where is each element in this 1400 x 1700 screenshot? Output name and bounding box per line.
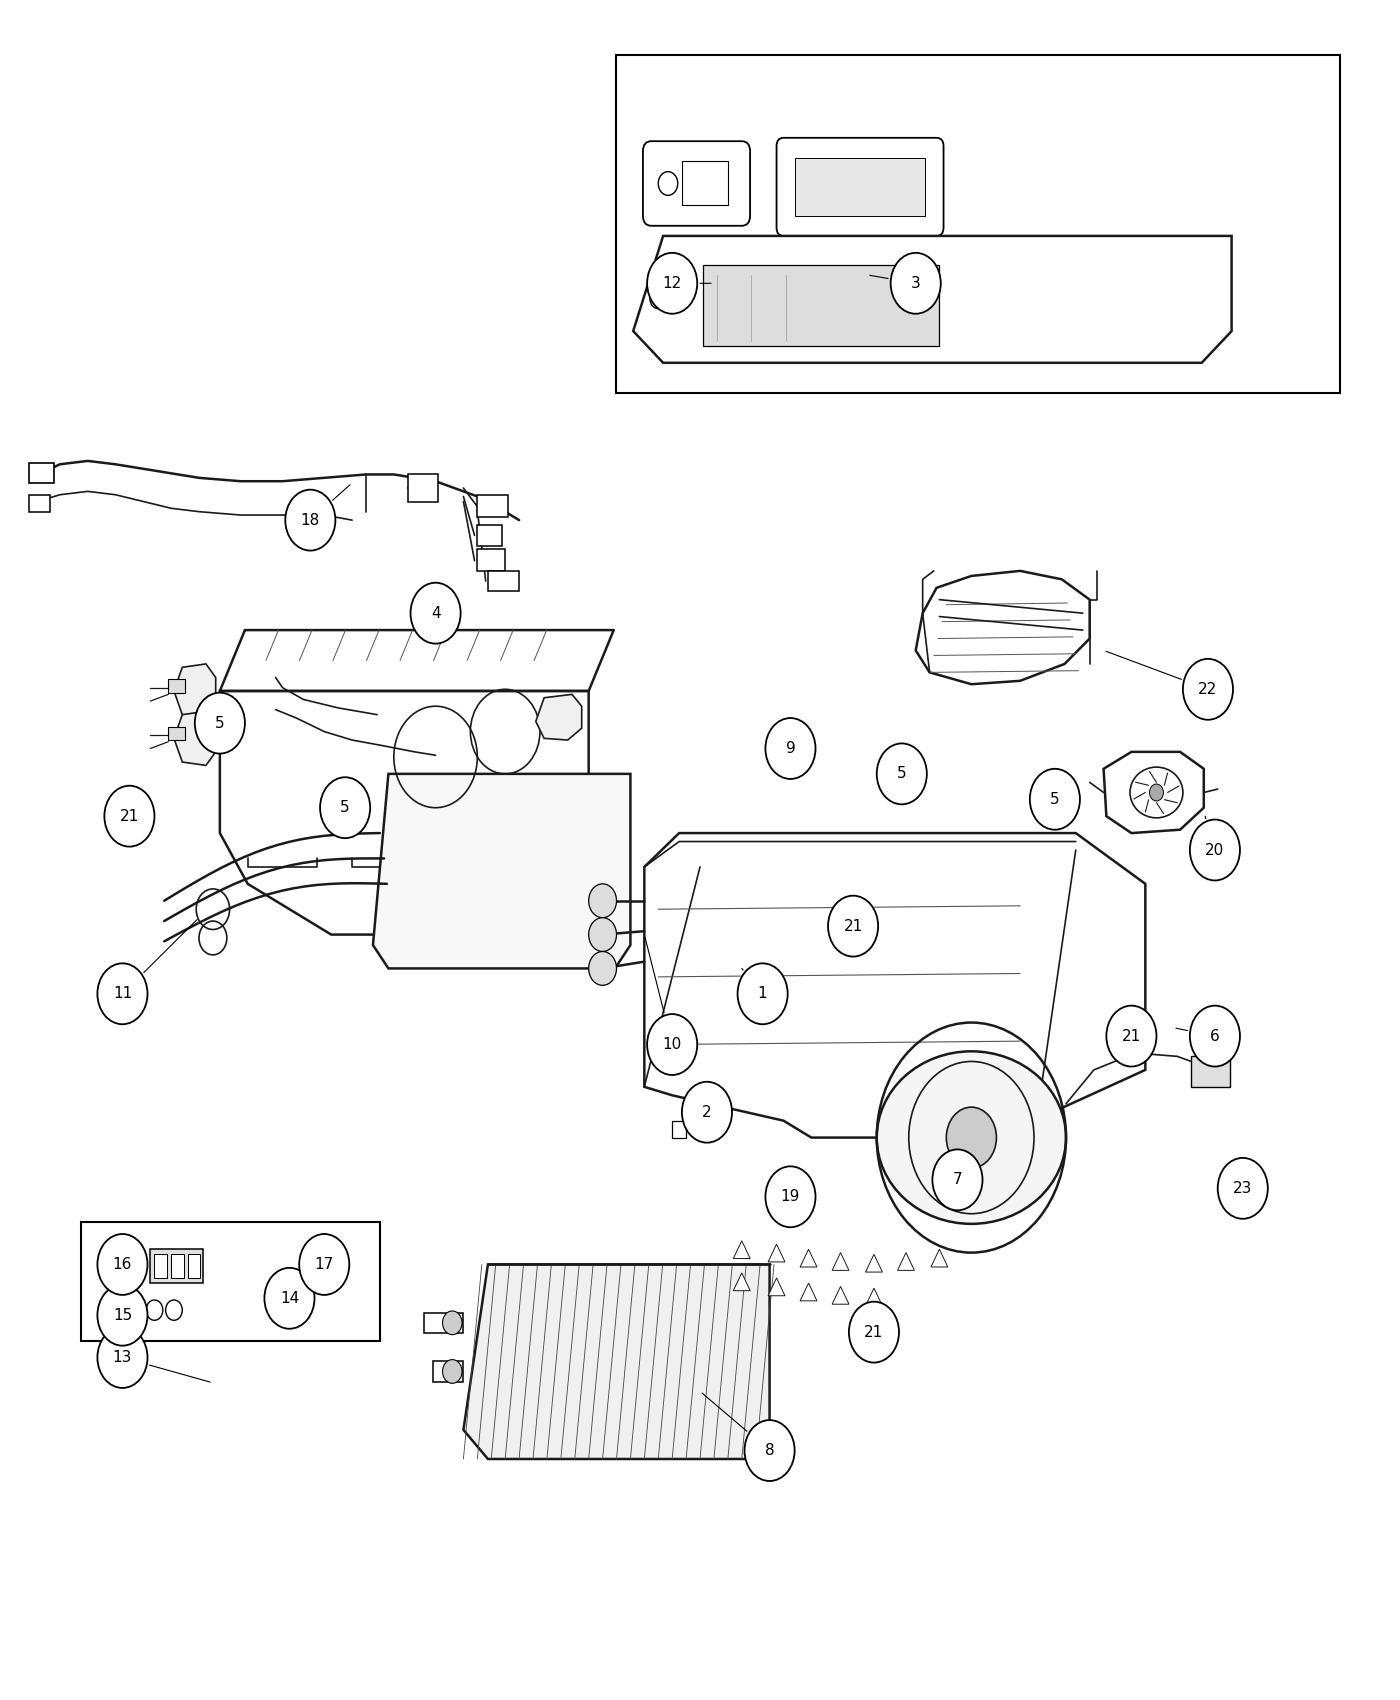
Polygon shape (463, 1265, 770, 1459)
Bar (424, 1312, 463, 1333)
Text: 21: 21 (864, 1324, 883, 1340)
Circle shape (300, 1234, 350, 1295)
Circle shape (1183, 660, 1233, 719)
Circle shape (766, 1166, 816, 1227)
Bar (477, 525, 503, 546)
Text: 16: 16 (113, 1256, 132, 1272)
Text: 23: 23 (1233, 1182, 1253, 1195)
Circle shape (588, 952, 616, 986)
Text: 4: 4 (431, 605, 441, 620)
Bar (150, 1250, 203, 1284)
Polygon shape (372, 774, 630, 969)
Circle shape (98, 1234, 147, 1295)
Circle shape (932, 1149, 983, 1210)
Text: 20: 20 (1205, 843, 1225, 857)
Circle shape (442, 1360, 462, 1384)
Circle shape (442, 1311, 462, 1334)
Bar (672, 1120, 686, 1137)
Text: 21: 21 (120, 809, 139, 824)
Circle shape (1030, 768, 1079, 830)
Bar (703, 265, 939, 345)
Circle shape (265, 1268, 315, 1329)
FancyBboxPatch shape (777, 138, 944, 236)
Bar (154, 1255, 167, 1278)
Circle shape (195, 692, 245, 753)
Circle shape (745, 1420, 795, 1481)
Bar (171, 1255, 183, 1278)
Text: 21: 21 (843, 918, 862, 933)
Circle shape (766, 717, 816, 779)
Bar (433, 1362, 463, 1382)
Bar (407, 474, 438, 502)
Bar (477, 495, 508, 517)
Text: 22: 22 (1198, 682, 1218, 697)
Bar (795, 158, 925, 216)
Circle shape (588, 884, 616, 918)
Circle shape (321, 777, 370, 838)
Polygon shape (174, 711, 216, 765)
Bar (188, 1255, 200, 1278)
Text: 14: 14 (280, 1290, 300, 1306)
Circle shape (946, 1107, 997, 1168)
Circle shape (682, 1081, 732, 1142)
Bar (477, 549, 505, 571)
FancyBboxPatch shape (643, 141, 750, 226)
Text: 5: 5 (216, 716, 224, 731)
Bar (29, 495, 50, 512)
Text: 1: 1 (757, 986, 767, 1001)
Circle shape (1190, 819, 1240, 881)
Text: 15: 15 (113, 1307, 132, 1323)
Ellipse shape (876, 1051, 1065, 1224)
Text: 5: 5 (897, 767, 907, 782)
Text: 8: 8 (764, 1443, 774, 1459)
Circle shape (771, 726, 785, 743)
Circle shape (890, 253, 941, 314)
Bar (29, 462, 55, 483)
Text: 17: 17 (315, 1256, 333, 1272)
Text: 6: 6 (1210, 1028, 1219, 1044)
Bar (1191, 1056, 1231, 1086)
Bar (616, 54, 1340, 393)
Text: 5: 5 (340, 801, 350, 816)
Circle shape (647, 1015, 697, 1074)
Bar (489, 571, 519, 592)
Bar (81, 1222, 379, 1341)
Circle shape (98, 1328, 147, 1387)
Circle shape (738, 964, 788, 1023)
Text: 3: 3 (911, 275, 921, 291)
Circle shape (98, 964, 147, 1023)
Text: 7: 7 (952, 1173, 962, 1187)
Bar (682, 162, 728, 206)
Text: 12: 12 (662, 275, 682, 291)
Text: 9: 9 (785, 741, 795, 757)
Text: 13: 13 (113, 1350, 132, 1365)
Circle shape (876, 743, 927, 804)
Circle shape (848, 1302, 899, 1363)
Circle shape (1218, 1158, 1268, 1219)
Text: 21: 21 (1121, 1028, 1141, 1044)
Circle shape (1190, 1006, 1240, 1066)
Polygon shape (174, 665, 216, 717)
Text: 5: 5 (1050, 792, 1060, 808)
Polygon shape (536, 694, 582, 740)
Circle shape (98, 1285, 147, 1346)
Bar (168, 726, 185, 740)
Circle shape (647, 253, 697, 314)
Text: 2: 2 (703, 1105, 711, 1120)
Circle shape (410, 583, 461, 644)
Text: 19: 19 (781, 1190, 801, 1204)
Circle shape (105, 785, 154, 847)
Text: 11: 11 (113, 986, 132, 1001)
Circle shape (286, 490, 336, 551)
Circle shape (827, 896, 878, 957)
Circle shape (1106, 1006, 1156, 1066)
Circle shape (588, 918, 616, 952)
Bar (168, 678, 185, 692)
Text: 18: 18 (301, 513, 321, 527)
Text: 10: 10 (662, 1037, 682, 1052)
Circle shape (1149, 784, 1163, 801)
